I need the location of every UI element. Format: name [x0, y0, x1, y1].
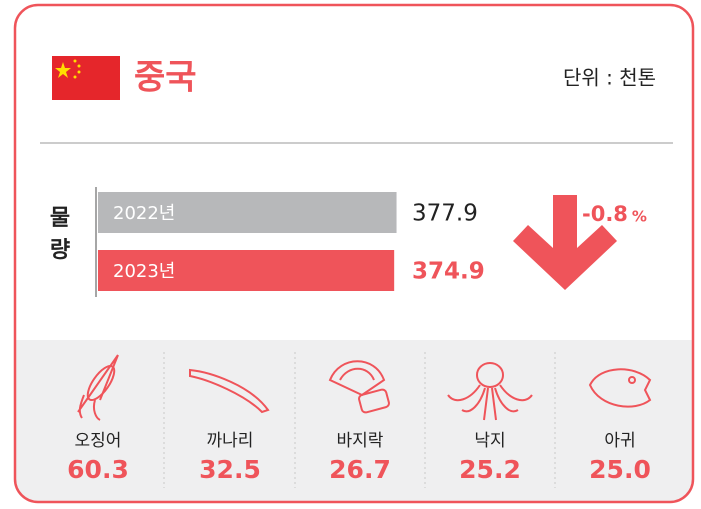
card-border [13, 3, 695, 504]
change-unit: % [632, 208, 647, 226]
species-value: 26.7 [329, 455, 391, 484]
bar [98, 250, 395, 291]
bar-label: 2023년 [113, 261, 175, 282]
icons [77, 354, 652, 421]
species-name: 바지락 [337, 431, 384, 451]
bar-label: 2022년 [113, 203, 175, 224]
species-name: 아귀 [604, 431, 635, 451]
species-value: 25.0 [589, 455, 651, 484]
bar [98, 192, 397, 233]
card-top [15, 5, 693, 480]
card-bottom [15, 340, 693, 502]
species-value: 60.3 [67, 455, 129, 484]
volume-label: 물 [50, 206, 70, 231]
species-name: 낙지 [474, 431, 505, 451]
down-arrow [513, 195, 617, 290]
species-value: 25.2 [459, 455, 521, 484]
title: 중국 [134, 58, 197, 98]
flag [52, 56, 120, 100]
species-name: 오징어 [75, 431, 122, 451]
unit: 단위 : 천톤 [563, 66, 656, 90]
bar-value: 377.9 [412, 201, 478, 227]
species-value: 32.5 [199, 455, 261, 484]
species-name: 까나리 [207, 431, 254, 451]
volume-label: 량 [50, 238, 70, 263]
change: -0.8 [582, 202, 628, 226]
bar-value: 374.9 [412, 259, 485, 285]
